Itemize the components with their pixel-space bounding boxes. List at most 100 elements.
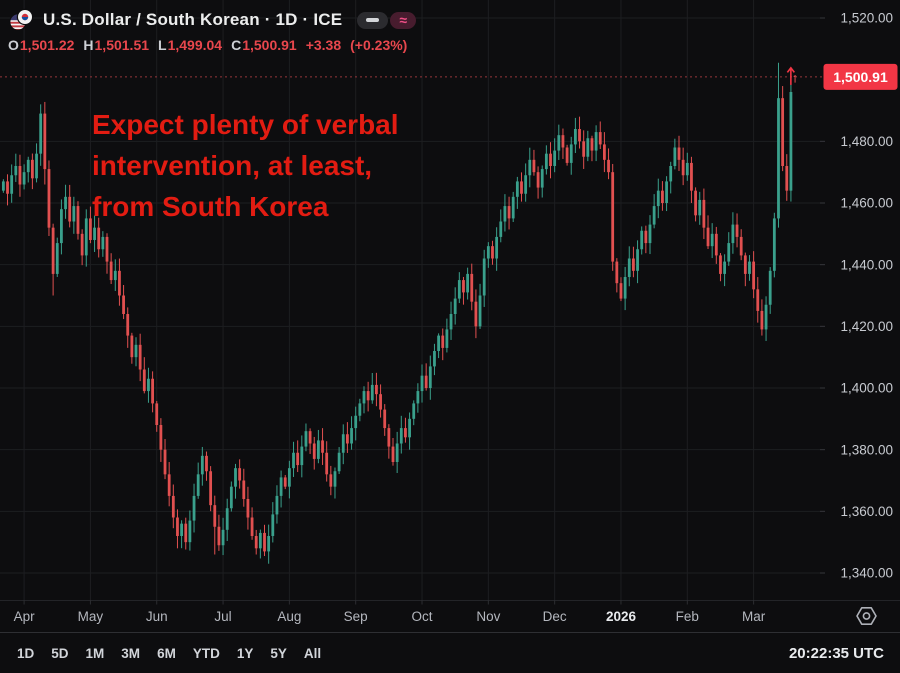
- candle-body: [304, 431, 308, 447]
- price-tick-label: 1,440.00: [840, 257, 893, 272]
- candle-body: [242, 480, 246, 499]
- candle-body: [743, 255, 747, 274]
- candle-body: [594, 132, 598, 151]
- candle-body: [511, 196, 515, 219]
- candle-body: [428, 366, 432, 388]
- scale-settings-icon[interactable]: [850, 603, 882, 629]
- candle-body: [586, 138, 590, 157]
- candle-body: [756, 289, 760, 311]
- candle-body: [167, 474, 171, 496]
- candle-body: [300, 446, 304, 466]
- candle-body: [549, 153, 552, 166]
- candle-body: [420, 375, 424, 392]
- candle-body: [43, 113, 47, 170]
- candle-body: [669, 165, 673, 182]
- time-axis-label: Nov: [476, 609, 500, 624]
- range-button-5d[interactable]: 5D: [51, 645, 69, 661]
- candle-body: [520, 181, 523, 194]
- candle-body: [416, 391, 420, 404]
- candle-body: [51, 227, 55, 274]
- candle-body: [644, 230, 648, 244]
- candle-body: [383, 409, 387, 429]
- candle-body: [308, 431, 312, 444]
- candlestick-chart[interactable]: 1,520.00 1,480.00 1,460.00 1,440.00 1,420.00…: [0, 0, 900, 631]
- time-axis-label: Jul: [214, 609, 231, 624]
- range-button-all[interactable]: All: [303, 645, 322, 661]
- candle-body: [316, 440, 320, 459]
- price-tick-label: 1,380.00: [840, 442, 893, 457]
- candle-body: [710, 233, 714, 247]
- candle-body: [80, 233, 84, 256]
- candle-body: [130, 335, 134, 358]
- market-status-icon[interactable]: [357, 11, 389, 29]
- candle-body: [379, 394, 382, 410]
- candle-body: [200, 455, 204, 475]
- candle-body: [623, 276, 627, 299]
- annotation-text: Expect plenty of verbal intervention, at…: [92, 104, 399, 227]
- price-tick-label: 1,460.00: [840, 196, 893, 211]
- candle-body: [134, 344, 138, 358]
- candle-body: [482, 258, 486, 296]
- candle-body: [507, 206, 511, 219]
- candle-body: [694, 190, 697, 216]
- candle-body: [698, 199, 702, 216]
- candle-body: [474, 301, 478, 327]
- candle-body: [6, 181, 9, 194]
- candle-body: [18, 165, 22, 185]
- clock-utc[interactable]: 20:22:35 UTC: [788, 644, 884, 662]
- candle-body: [445, 329, 449, 348]
- candle-body: [184, 523, 188, 543]
- candle-body: [229, 486, 233, 509]
- annotation-line: intervention, at least,: [92, 150, 373, 181]
- candle-body: [122, 295, 125, 314]
- candle-body: [764, 304, 768, 330]
- candle-body: [221, 529, 225, 546]
- candle-body: [781, 98, 785, 166]
- range-button-1y[interactable]: 1Y: [236, 645, 254, 661]
- symbol-title[interactable]: U.S. Dollar / South Korean · 1D · ICE: [43, 10, 343, 29]
- candle-body: [350, 428, 353, 444]
- candle-body: [702, 199, 706, 228]
- candle-body: [656, 190, 660, 207]
- candle-body: [611, 172, 615, 262]
- candle-body: [354, 415, 358, 429]
- candle-body: [665, 181, 668, 203]
- candle-body: [105, 236, 109, 262]
- candle-body: [528, 159, 532, 176]
- ohlc-row: O1,501.22 H1,501.51 L1,499.04 C1,500.91 …: [8, 37, 416, 53]
- candle-body: [213, 505, 217, 527]
- candle-body: [412, 403, 416, 419]
- range-button-3m[interactable]: 3M: [121, 645, 141, 661]
- candle-body: [553, 150, 557, 166]
- candle-body: [590, 138, 594, 151]
- close-label: C: [231, 37, 242, 53]
- candle-body: [557, 135, 561, 151]
- range-button-5y[interactable]: 5Y: [270, 645, 287, 661]
- range-button-1d[interactable]: 1D: [17, 645, 35, 661]
- candle-body: [731, 224, 735, 244]
- candle-body: [408, 418, 411, 438]
- candle-body: [271, 514, 275, 536]
- candle-body: [424, 375, 428, 388]
- candle-body: [287, 468, 291, 487]
- candle-body: [636, 249, 639, 271]
- range-button-ytd[interactable]: YTD: [192, 645, 220, 661]
- candle-body: [536, 172, 540, 188]
- candle-body: [719, 255, 722, 274]
- candle-body: [652, 206, 656, 225]
- time-axis-label: Jun: [146, 609, 168, 624]
- candle-body: [250, 517, 254, 536]
- range-button-1m[interactable]: 1M: [85, 645, 105, 661]
- change-value: +3.38: [305, 37, 342, 53]
- candle-body: [341, 434, 345, 453]
- candle-body: [346, 434, 349, 444]
- candle-body: [1, 181, 5, 191]
- candle-body: [685, 162, 689, 176]
- candle-body: [789, 91, 793, 191]
- range-button-6m[interactable]: 6M: [157, 645, 176, 661]
- candle-body: [486, 246, 490, 259]
- candle-body: [748, 261, 751, 274]
- delayed-data-icon[interactable]: ≈: [390, 11, 417, 29]
- candle-body: [176, 517, 179, 536]
- candle-body: [217, 526, 221, 546]
